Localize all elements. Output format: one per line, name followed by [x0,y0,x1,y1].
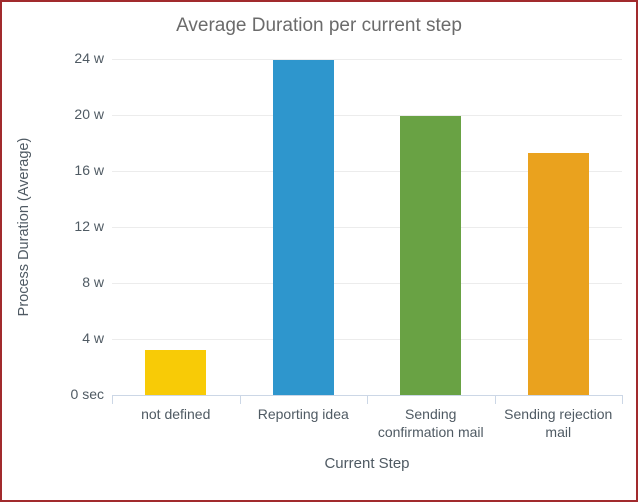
y-tick-label: 20 w [74,106,104,122]
gridline [112,58,622,60]
x-tick-mark [112,396,113,404]
x-category-label: Reporting idea [257,406,349,422]
gridline [112,282,622,284]
bar-sending-confirmation-mail[interactable] [400,116,462,395]
x-tick-mark [367,396,368,404]
x-category-label: not defined [141,406,211,422]
bar-reporting-idea[interactable] [272,60,334,395]
gridline [112,114,622,116]
x-tick-mark [239,396,241,404]
x-tick-mark [494,396,496,404]
gridline [112,338,622,340]
chart-title: Average Duration per current step [176,15,462,36]
y-tick-label: 24 w [74,50,104,66]
bar-not-defined[interactable] [145,350,207,395]
y-tick-label: 8 w [82,274,104,290]
bar-sending-rejection-mail[interactable] [527,152,589,395]
gridline [112,226,622,228]
y-tick-label: 12 w [74,218,104,234]
x-axis-baseline [112,395,623,396]
y-tick-label: 0 sec [70,386,104,402]
gridline [112,170,622,172]
x-category-label: Sending rejection mail [504,406,613,440]
x-tick-mark [622,396,623,404]
y-tick-label: 16 w [74,162,104,178]
y-tick-label: 4 w [82,330,104,346]
x-category-label: Sending confirmation mail [377,406,484,440]
x-axis-title: Current Step [324,455,410,472]
